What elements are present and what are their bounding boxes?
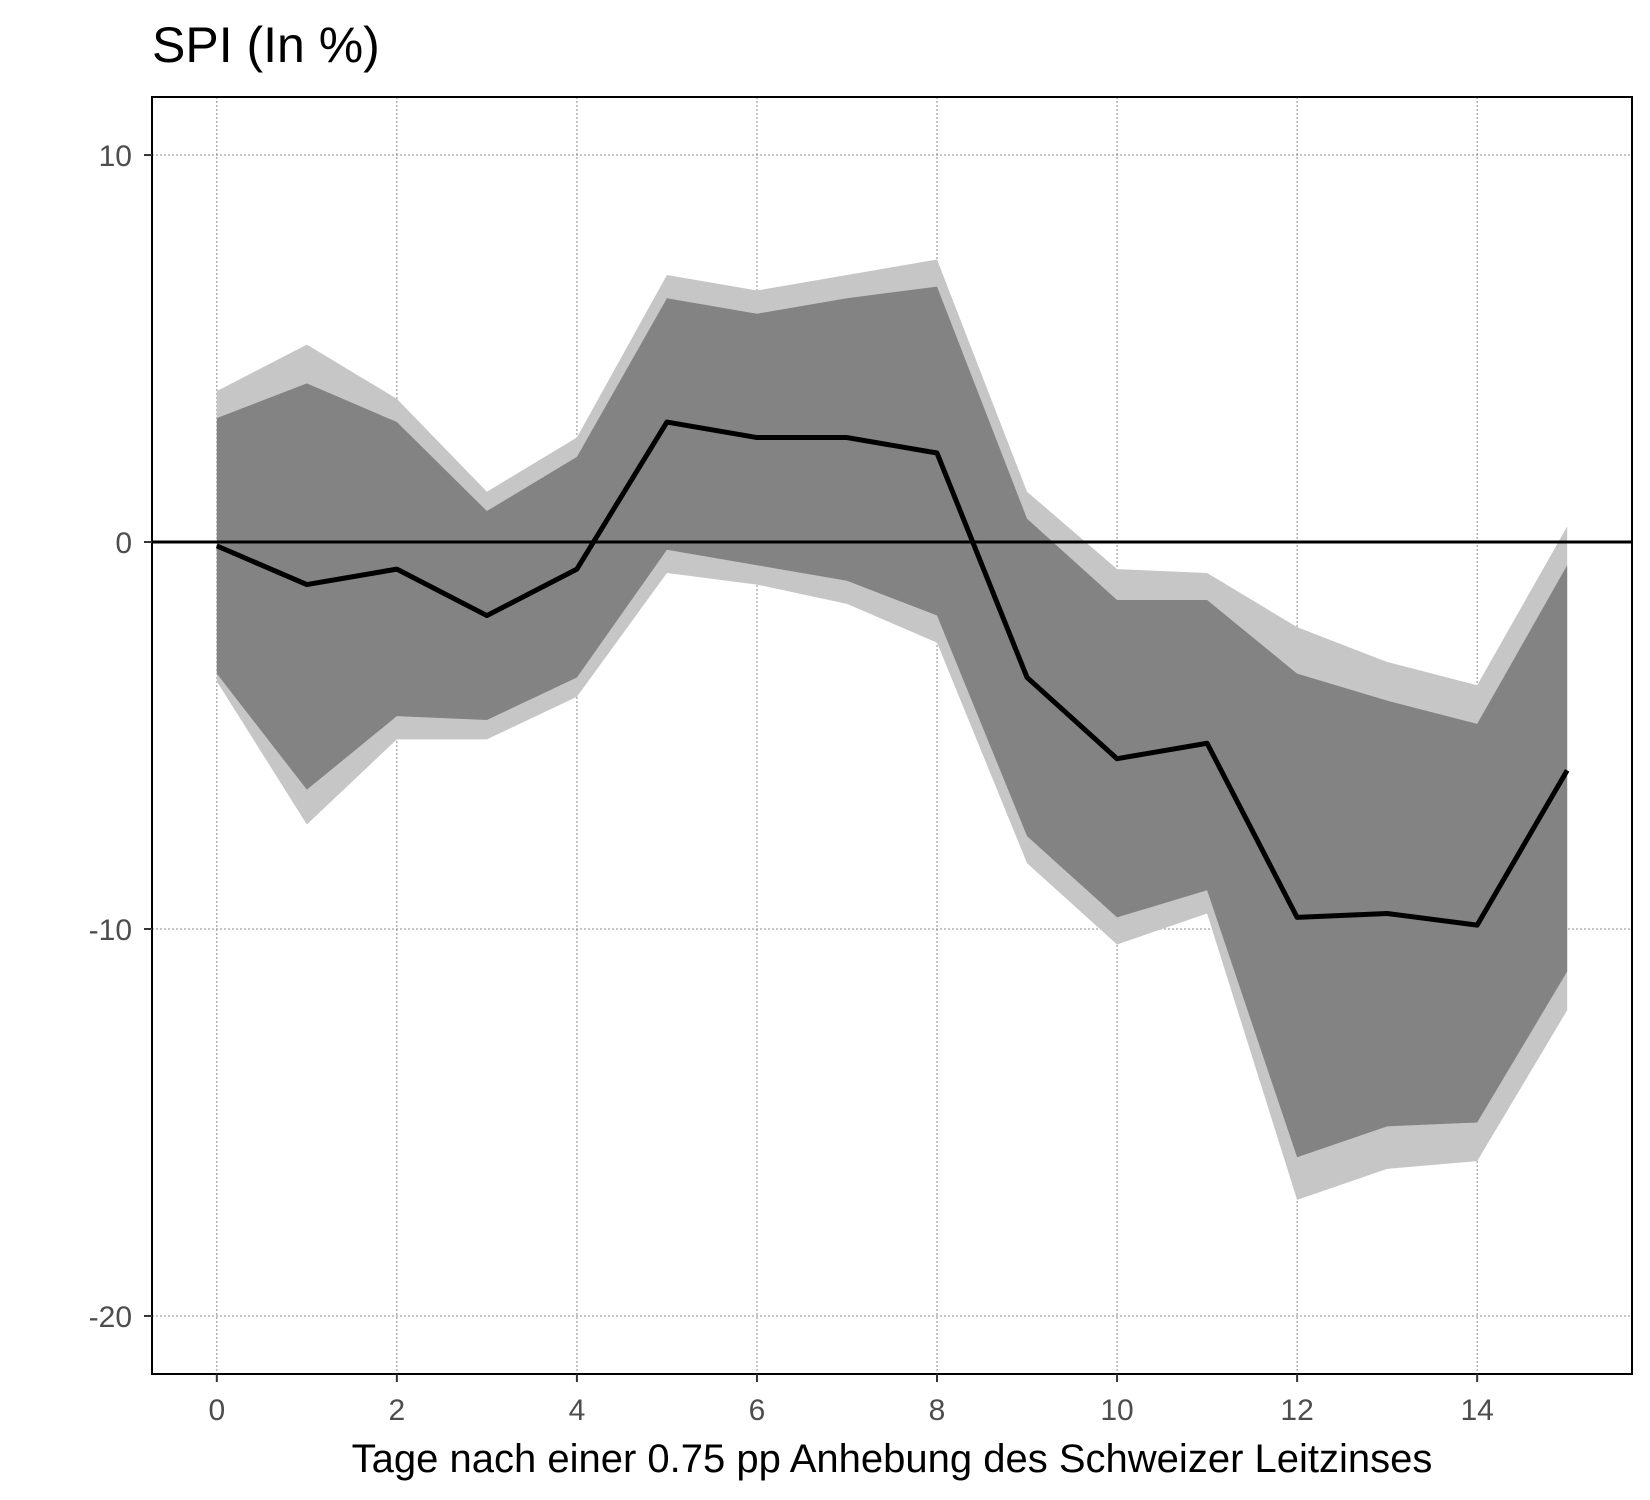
x-tick-label-0: 0 bbox=[208, 1394, 225, 1427]
x-tick-label-2: 2 bbox=[389, 1394, 406, 1427]
confidence-bands bbox=[216, 259, 1568, 1200]
x-axis-label: Tage nach einer 0.75 pp Anhebung des Sch… bbox=[352, 1437, 1433, 1481]
plot-frame bbox=[151, 96, 1633, 1375]
y-axis-ticks: 10 0 -10 -20 bbox=[89, 140, 152, 1334]
x-tick-label-8: 8 bbox=[929, 1394, 946, 1427]
y-tick-label--20: -20 bbox=[89, 1301, 132, 1334]
x-axis-ticks: 0 2 4 6 8 10 12 14 bbox=[208, 1374, 1494, 1427]
x-tick-label-10: 10 bbox=[1100, 1394, 1133, 1427]
y-tick-label-0: 0 bbox=[115, 527, 132, 560]
response-line bbox=[215, 419, 1570, 928]
x-tick-label-4: 4 bbox=[569, 1394, 586, 1427]
response-series bbox=[215, 419, 1570, 928]
inner-confidence-band bbox=[216, 286, 1568, 1158]
x-tick-label-6: 6 bbox=[749, 1394, 766, 1427]
x-tick-label-14: 14 bbox=[1460, 1394, 1493, 1427]
x-tick-label-12: 12 bbox=[1280, 1394, 1313, 1427]
y-tick-label--10: -10 bbox=[89, 914, 132, 947]
chart-title: SPI (In %) bbox=[152, 17, 380, 73]
y-tick-label-10: 10 bbox=[99, 140, 132, 173]
